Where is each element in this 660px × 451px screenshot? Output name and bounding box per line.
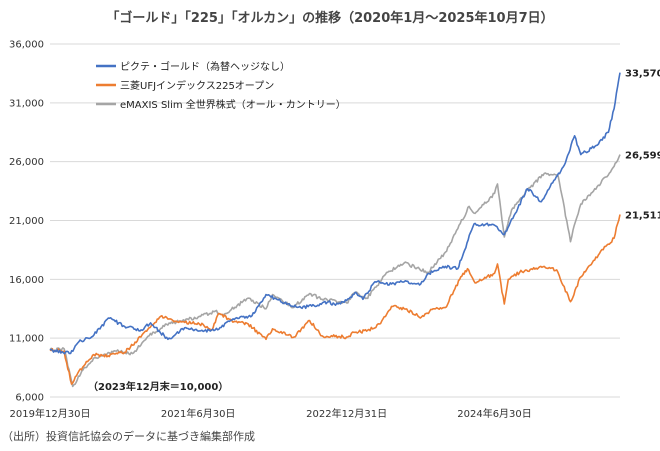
x-tick-label: 2021年6月30日 xyxy=(161,407,236,420)
legend-label: eMAXIS Slim 全世界株式（オール・カントリー） xyxy=(120,98,346,111)
legend-label: ピクテ・ゴールド（為替ヘッジなし） xyxy=(120,60,290,73)
y-tick-label: 6,000 xyxy=(15,393,44,404)
legend-label: 三菱UFJインデックス225オープン xyxy=(120,79,274,92)
legend: ピクテ・ゴールド（為替ヘッジなし） 三菱UFJインデックス225オープン eMAXI… xyxy=(96,60,346,111)
end-value-label: 26,599 xyxy=(625,151,660,162)
x-tick-label: 2019年12月30日 xyxy=(10,407,91,420)
chart-title: 「ゴールド」「225」「オルカン」の推移（2020年1月～2025年10月7日） xyxy=(106,10,553,26)
y-tick-label: 16,000 xyxy=(9,275,44,286)
series-line xyxy=(49,214,621,385)
series-line xyxy=(49,154,621,388)
end-value-label: 21,511 xyxy=(625,210,660,221)
x-tick-label: 2024年6月30日 xyxy=(457,407,532,420)
end-value-labels: 33,570 21,511 26,599 xyxy=(625,69,660,222)
y-tick-label: 36,000 xyxy=(9,40,44,51)
x-axis-ticks: 2019年12月30日 2021年6月30日 2022年12月31日 2024年6月3… xyxy=(10,407,532,420)
y-tick-label: 11,000 xyxy=(9,334,44,345)
y-tick-label: 21,000 xyxy=(9,216,44,227)
gridlines xyxy=(50,43,620,398)
y-tick-label: 26,000 xyxy=(9,157,44,168)
base-note: （2023年12月末＝10,000） xyxy=(88,380,228,393)
x-tick-label: 2022年12月31日 xyxy=(306,407,387,420)
source-note: （出所）投資信託協会のデータに基づき編集部作成 xyxy=(2,429,255,443)
y-tick-label: 31,000 xyxy=(9,98,44,109)
end-value-label: 33,570 xyxy=(625,69,660,80)
series-lines xyxy=(49,72,621,388)
series-line xyxy=(49,72,621,355)
y-axis-ticks: 6,000 11,000 16,000 21,000 26,000 31,000 36,00… xyxy=(9,40,44,404)
